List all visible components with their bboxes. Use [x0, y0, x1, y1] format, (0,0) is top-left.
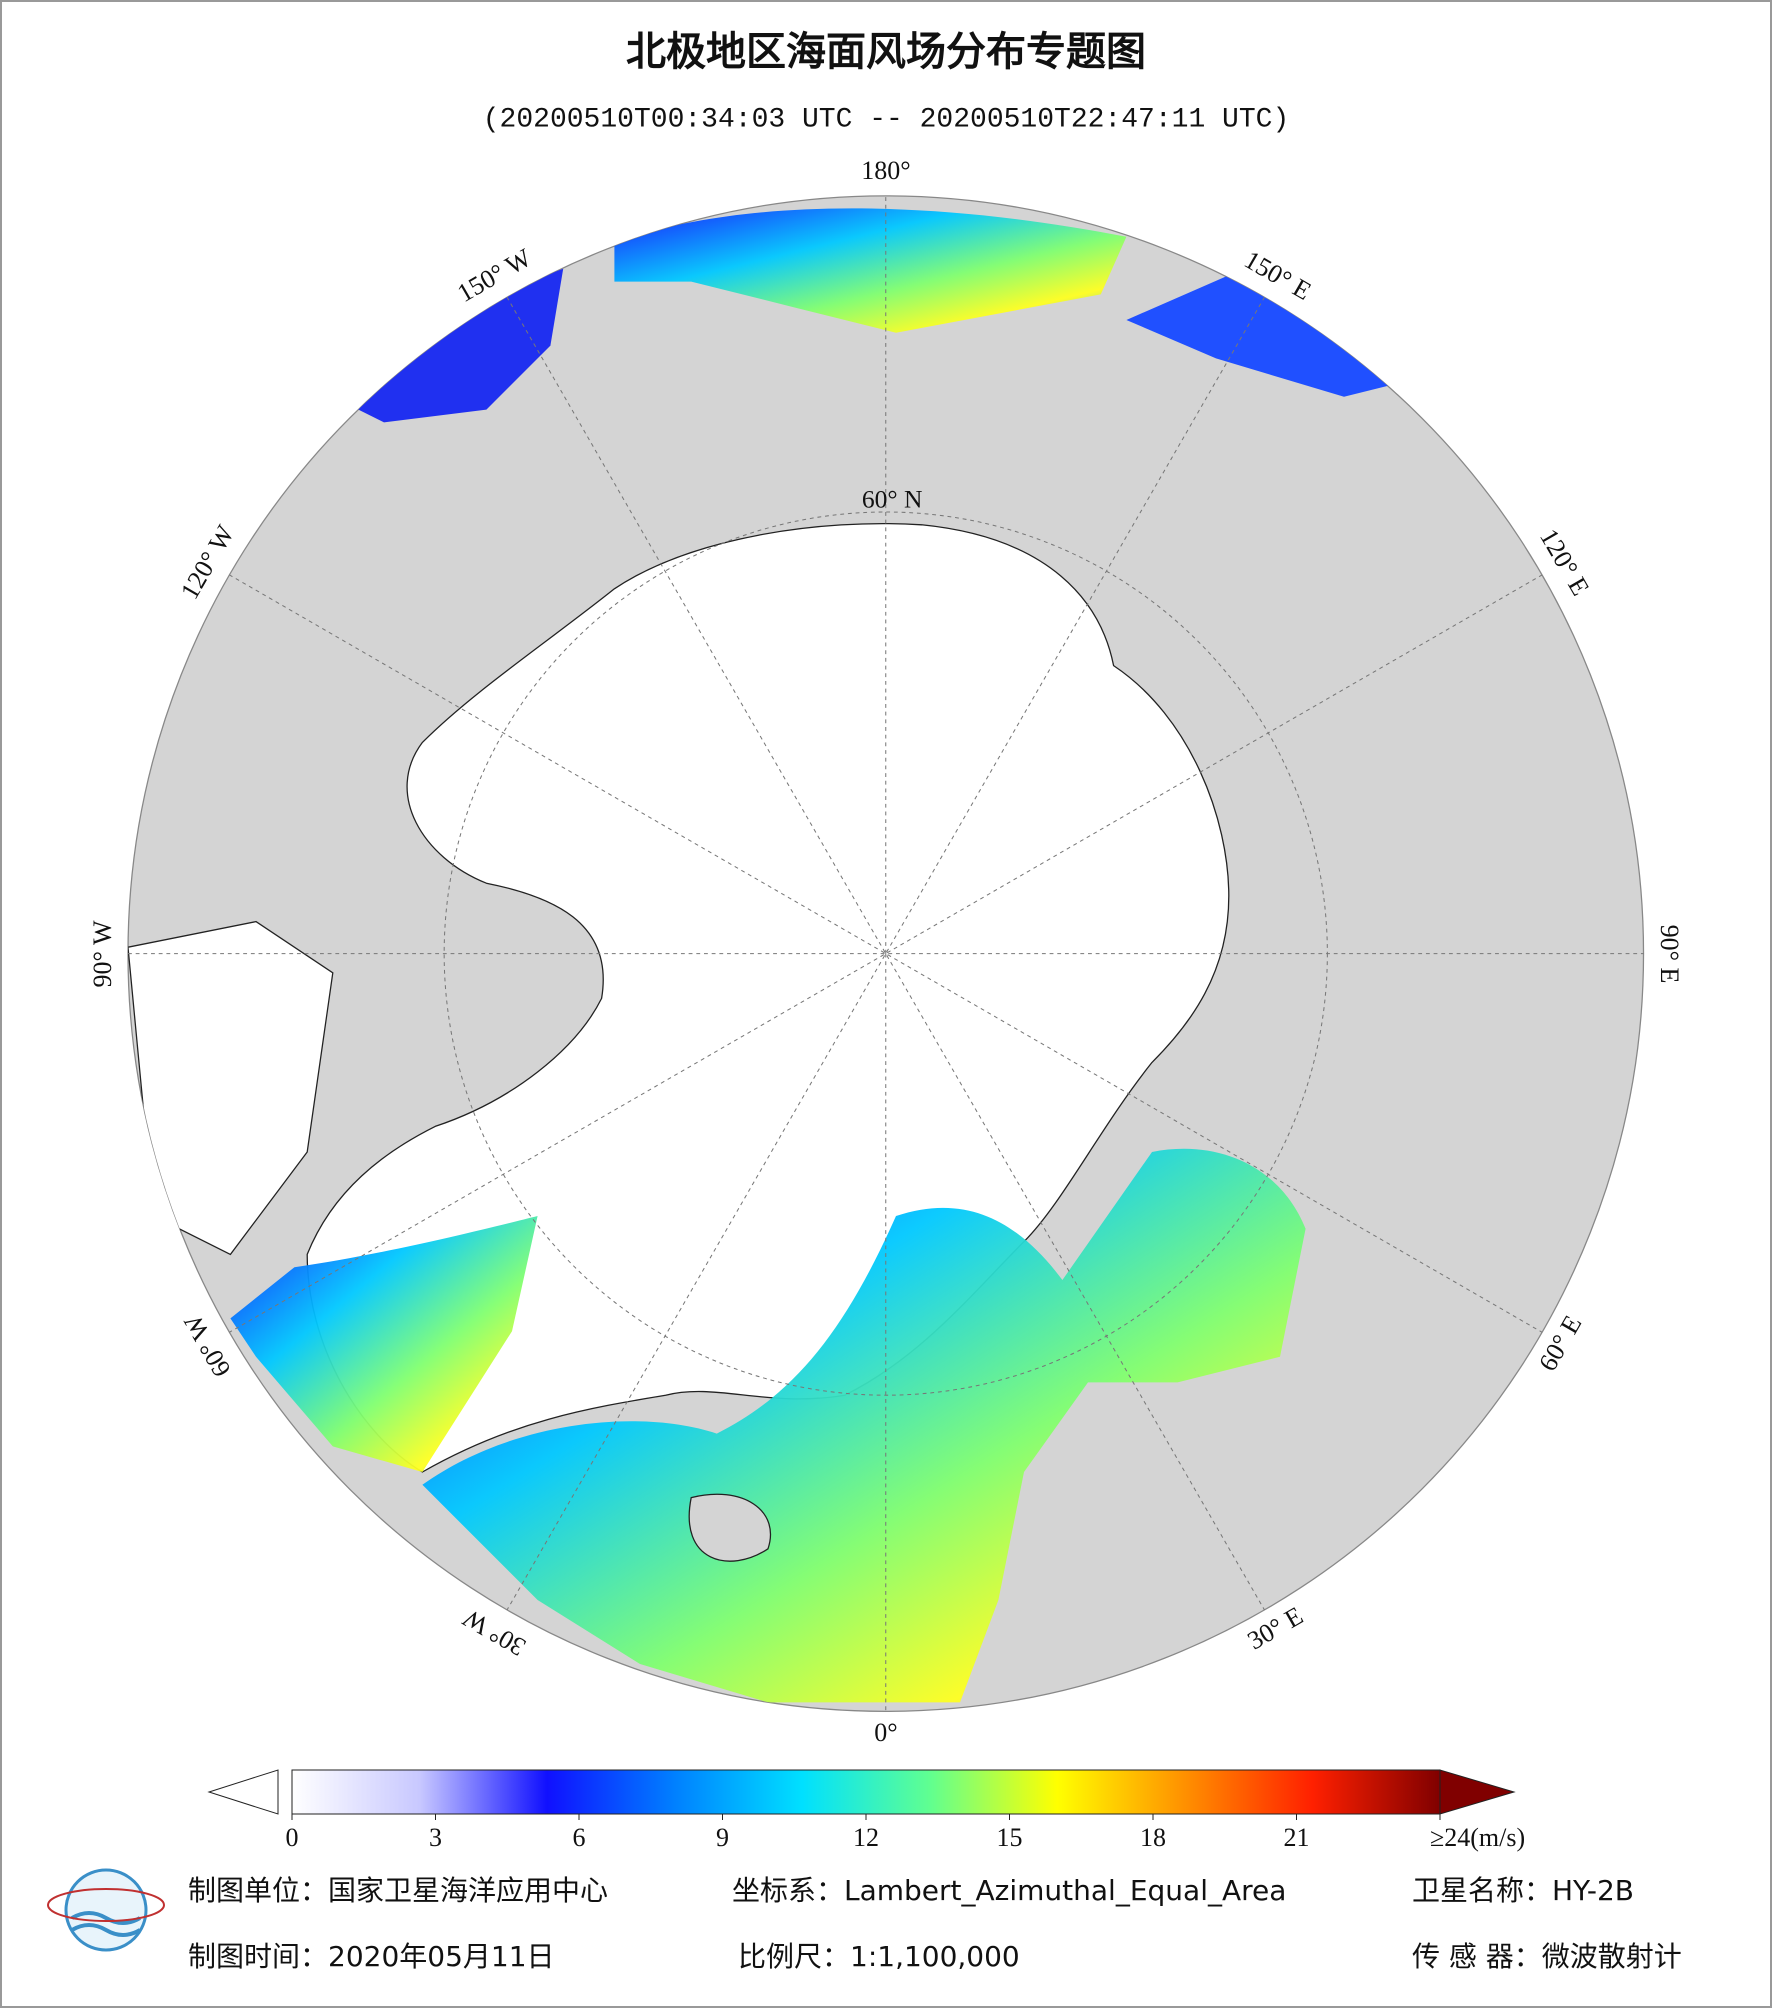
parallel-60n [443, 511, 1328, 1396]
lon-label: 180° [861, 156, 910, 185]
wind-atlantic [422, 1148, 1306, 1703]
wind-okhotsk [1126, 275, 1396, 397]
colorbar-tick-label: 9 [716, 1823, 729, 1852]
colorbar-bar [291, 1769, 1441, 1815]
colorbar-tick-label: 18 [1140, 1823, 1166, 1852]
footer-item: 制图单位：国家卫星海洋应用中心 [188, 1874, 608, 1907]
wind-alaska [358, 268, 564, 423]
colorbar-under [207, 1769, 279, 1815]
colorbar-tick-label: 6 [573, 1823, 586, 1852]
colorbar-tick-label: 3 [429, 1823, 442, 1852]
lon-label: 90° W [88, 920, 117, 987]
title: 北极地区海面风场分布专题图 [626, 29, 1146, 75]
footer-item: 坐标系：Lambert_Azimuthal_Equal_Area [732, 1874, 1286, 1907]
lat-label: 60° N [862, 485, 923, 514]
colorbar: 0 3 6 9 12 15 18 21 ≥24(m/s) [207, 1769, 1525, 1852]
colorbar-tick-label: 15 [997, 1823, 1023, 1852]
colorbar-tick-label: 0 [286, 1823, 299, 1852]
logo [47, 1868, 165, 1952]
subtitle: (20200510T00:34:03 UTC -- 20200510T22:47… [483, 104, 1290, 135]
footer-item: 比例尺：1:1,100,000 [738, 1940, 1020, 1973]
wind-labrador [230, 1216, 538, 1472]
colorbar-tick-label: ≥24(m/s) [1430, 1823, 1525, 1852]
colorbar-over [1439, 1769, 1516, 1815]
map: 60° N [127, 195, 1645, 1712]
colorbar-tick-label: 21 [1284, 1823, 1310, 1852]
footer-item: 制图时间：2020年05月11日 [188, 1940, 555, 1973]
iceland [688, 1493, 771, 1562]
lon-label: 90° E [1655, 925, 1684, 984]
colorbar-tick-label: 12 [853, 1823, 879, 1852]
footer-item: 卫星名称：HY-2B [1412, 1874, 1634, 1907]
lon-label: 0° [874, 1718, 897, 1747]
footer-item: 传 感 器：微波散射计 [1412, 1940, 1682, 1973]
wind-bering [614, 208, 1127, 333]
